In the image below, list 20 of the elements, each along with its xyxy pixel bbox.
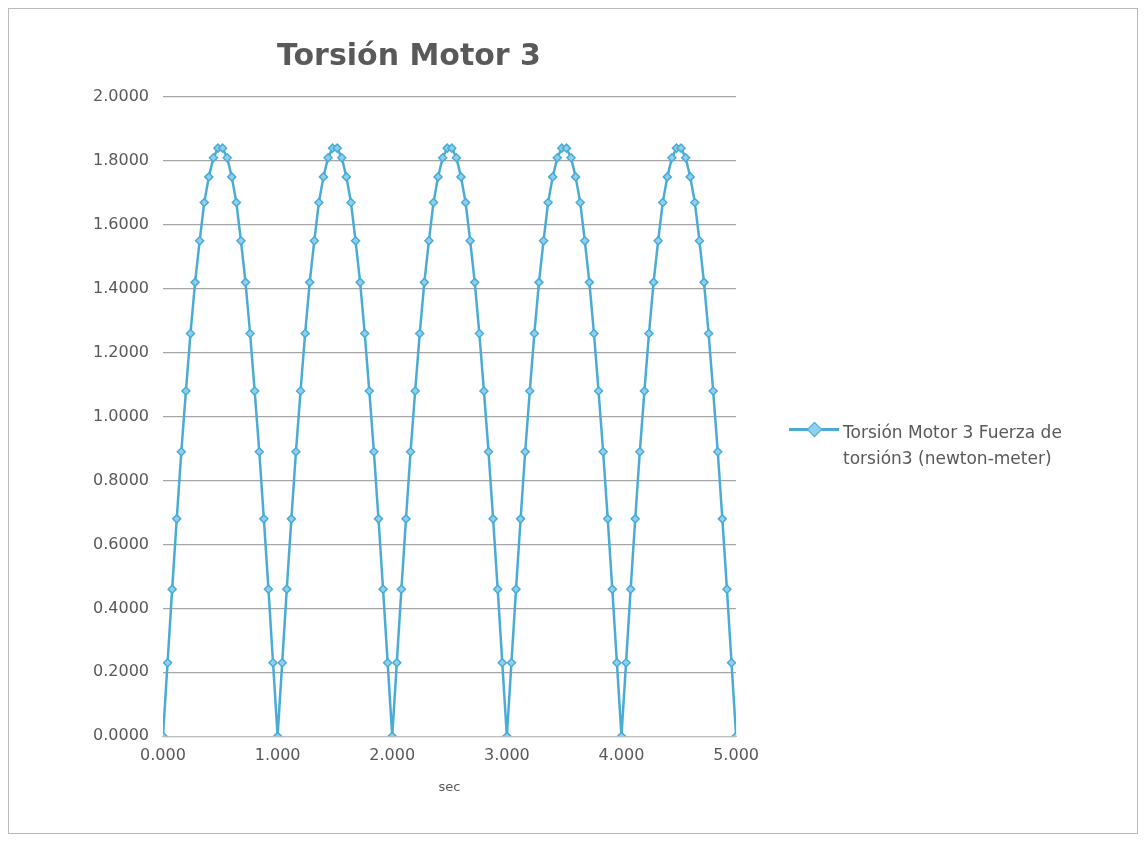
y-tick-label: 0.0000 <box>93 725 149 745</box>
y-tick-label: 1.6000 <box>93 214 149 233</box>
y-tick-label: 0.4000 <box>93 597 149 617</box>
y-tick-label: 1.2000 <box>93 341 149 361</box>
y-tick-label: 0.6000 <box>93 533 149 553</box>
y-tick-label: 2.0000 <box>93 86 149 106</box>
x-tick-label: 1.000 <box>254 744 301 764</box>
x-tick-label: 4.000 <box>598 744 645 764</box>
x-tick-label: 5.000 <box>713 744 759 764</box>
y-tick-label: 1.4000 <box>93 277 149 297</box>
legend-label: Torsión Motor 3 Fuerza de torsión3 (newton-meter) <box>843 421 1063 470</box>
x-tick-label: 3.000 <box>483 744 530 764</box>
chart-title: Torsión Motor 3 <box>277 36 541 72</box>
x-tick-label: 0.000 <box>140 744 186 764</box>
y-tick-label: 0.2000 <box>93 661 149 681</box>
y-tick-label: 0.8000 <box>93 469 149 489</box>
y-tick-label: 1.0000 <box>93 405 149 425</box>
y-tick-label: 1.8000 <box>93 150 149 170</box>
x-axis-title: sec <box>438 778 461 794</box>
x-tick-label: 2.000 <box>369 744 416 764</box>
